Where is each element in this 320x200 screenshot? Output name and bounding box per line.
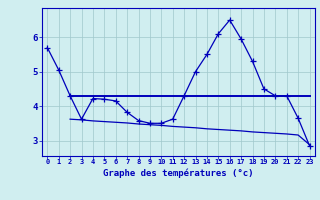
X-axis label: Graphe des températures (°c): Graphe des températures (°c): [103, 168, 254, 178]
